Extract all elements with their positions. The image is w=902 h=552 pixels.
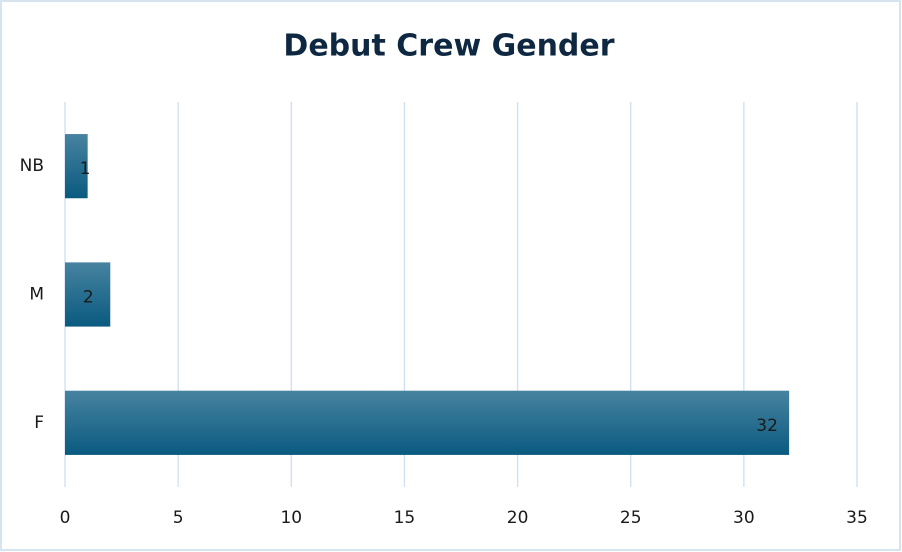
x-tick-label: 25 <box>620 508 642 528</box>
x-tick-label: 15 <box>394 508 416 528</box>
data-label: 2 <box>83 288 94 308</box>
x-tick-label: 20 <box>507 508 529 528</box>
x-tick-label: 35 <box>846 508 868 528</box>
x-tick-label: 0 <box>60 508 71 528</box>
data-label: 1 <box>80 159 91 179</box>
x-tick-label: 5 <box>173 508 184 528</box>
y-tick-label: NB <box>20 156 44 176</box>
y-tick-label: M <box>29 285 44 305</box>
data-label: 32 <box>756 416 778 436</box>
chart-title: Debut Crew Gender <box>283 29 614 64</box>
bar <box>65 390 790 455</box>
x-tick-label: 30 <box>733 508 755 528</box>
y-tick-label: F <box>34 413 44 433</box>
x-tick-label: 10 <box>280 508 302 528</box>
